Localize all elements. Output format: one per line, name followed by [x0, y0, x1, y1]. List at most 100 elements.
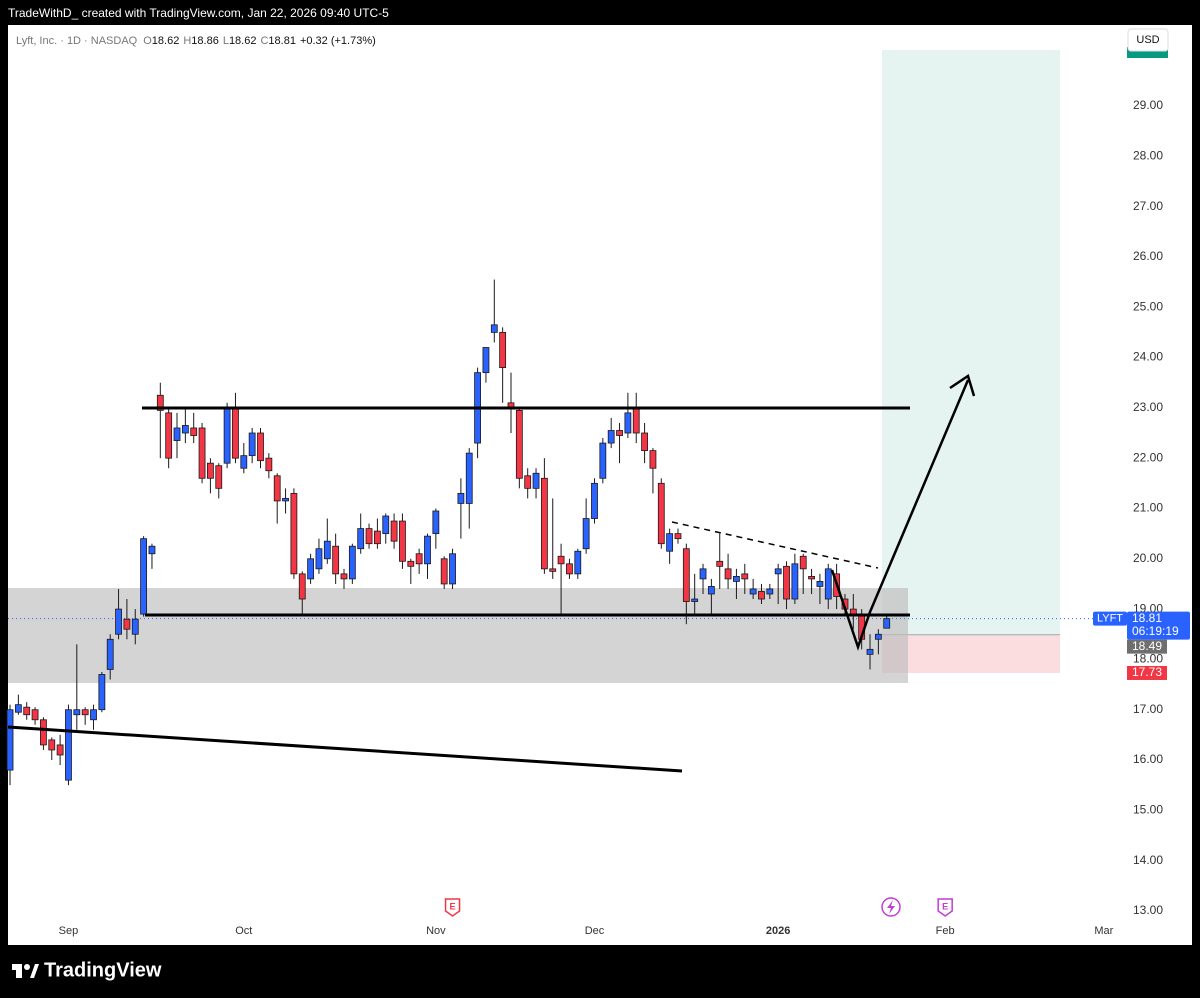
arrow-head: [949, 374, 976, 397]
candle-body: [407, 560, 415, 567]
candle-body: [40, 719, 47, 746]
candle: [758, 583, 765, 605]
candle-body: [31, 709, 39, 721]
candle-body: [641, 432, 648, 452]
plot: 13.0014.0015.0016.0017.0018.0019.0020.00…: [6, 50, 1190, 937]
candle-body: [657, 482, 665, 545]
candle-body: [106, 638, 114, 670]
candle-body: [290, 492, 298, 575]
candle: [657, 478, 665, 549]
candle-body: [566, 563, 573, 575]
x-tick-label: 2026: [766, 925, 790, 937]
candle: [382, 513, 390, 544]
candle-body: [73, 709, 81, 716]
candle: [449, 548, 456, 589]
y-tick-label: 18.00: [1133, 652, 1163, 666]
candle-body: [424, 535, 431, 565]
candle-body: [382, 515, 390, 535]
event-label: E: [942, 901, 948, 911]
x-tick-label: Sep: [59, 925, 79, 937]
x-tick-label: Nov: [426, 925, 446, 937]
legend-value: 18.81: [268, 35, 296, 47]
candle-body: [298, 573, 306, 600]
candle-body: [357, 528, 365, 550]
header-text: TradeWithD_ created with TradingView.com…: [8, 6, 389, 20]
candle-body: [307, 558, 315, 580]
trend-line: [7, 725, 683, 773]
candle-body: [156, 394, 164, 411]
candle: [407, 558, 415, 584]
candle: [240, 443, 248, 474]
x-tick-label: Mar: [1094, 925, 1113, 937]
candle: [106, 634, 114, 680]
candle-body: [81, 709, 89, 716]
candle: [783, 561, 790, 610]
candle: [373, 518, 381, 549]
candle-body: [532, 472, 540, 489]
legend-change: +0.32 (+1.73%): [300, 35, 376, 47]
y-tick-label: 25.00: [1133, 299, 1163, 313]
candle: [48, 737, 56, 761]
candle: [791, 553, 799, 605]
candle: [749, 578, 757, 600]
candle: [357, 513, 365, 554]
entry-label: 18.49: [1132, 639, 1162, 653]
candle-body: [390, 520, 398, 542]
candle-body: [599, 442, 607, 479]
candle: [808, 568, 815, 594]
candle-body: [282, 498, 289, 502]
candle-body: [165, 412, 173, 459]
symbol-label: LYFT: [1097, 613, 1123, 625]
x-tick-label: Oct: [235, 925, 252, 937]
candle: [532, 468, 540, 499]
candle: [40, 717, 47, 750]
candle-body: [849, 608, 857, 615]
legend-value: 18.62: [229, 35, 257, 47]
candle-body: [758, 591, 765, 600]
earnings-bolt: [887, 900, 895, 914]
candle-body: [616, 430, 623, 436]
y-tick-label: 13.00: [1133, 903, 1163, 917]
candle-body: [716, 560, 724, 567]
candle: [724, 553, 732, 589]
candle: [641, 422, 648, 464]
candle-body: [323, 540, 331, 560]
stop-zone: [882, 634, 1060, 673]
candle: [90, 704, 97, 730]
demand-zone: [8, 588, 908, 683]
candle-body: [340, 573, 348, 580]
candle-body: [866, 648, 874, 655]
candle: [156, 382, 164, 459]
candle: [14, 694, 22, 715]
candle-body: [733, 575, 740, 582]
candle-body: [774, 568, 782, 575]
y-tick-label: 28.00: [1133, 148, 1163, 162]
candle-body: [56, 744, 64, 756]
candle-body: [273, 475, 281, 502]
last-price: 18.81: [1132, 611, 1162, 625]
candle-body: [48, 739, 56, 751]
countdown: 06:19:19: [1132, 624, 1179, 638]
candle-body: [432, 510, 440, 535]
legend-value: 18.86: [191, 35, 219, 47]
candle: [866, 634, 874, 670]
candle: [365, 523, 373, 549]
candle: [223, 402, 231, 469]
candle: [774, 563, 782, 605]
logo-slash: [30, 964, 39, 978]
candle-body: [766, 588, 774, 595]
candle: [73, 644, 81, 730]
candle: [165, 407, 173, 469]
candle-body: [207, 462, 214, 479]
candle: [340, 568, 348, 589]
candle-body: [649, 450, 657, 469]
candle: [649, 448, 657, 494]
candle-body: [223, 407, 231, 464]
logo-dot: [24, 964, 30, 970]
candle: [432, 508, 440, 549]
y-tick-label: 15.00: [1133, 802, 1163, 816]
candle-body: [98, 674, 106, 711]
y-tick-label: 22.00: [1133, 450, 1163, 464]
candle-body: [499, 331, 507, 369]
